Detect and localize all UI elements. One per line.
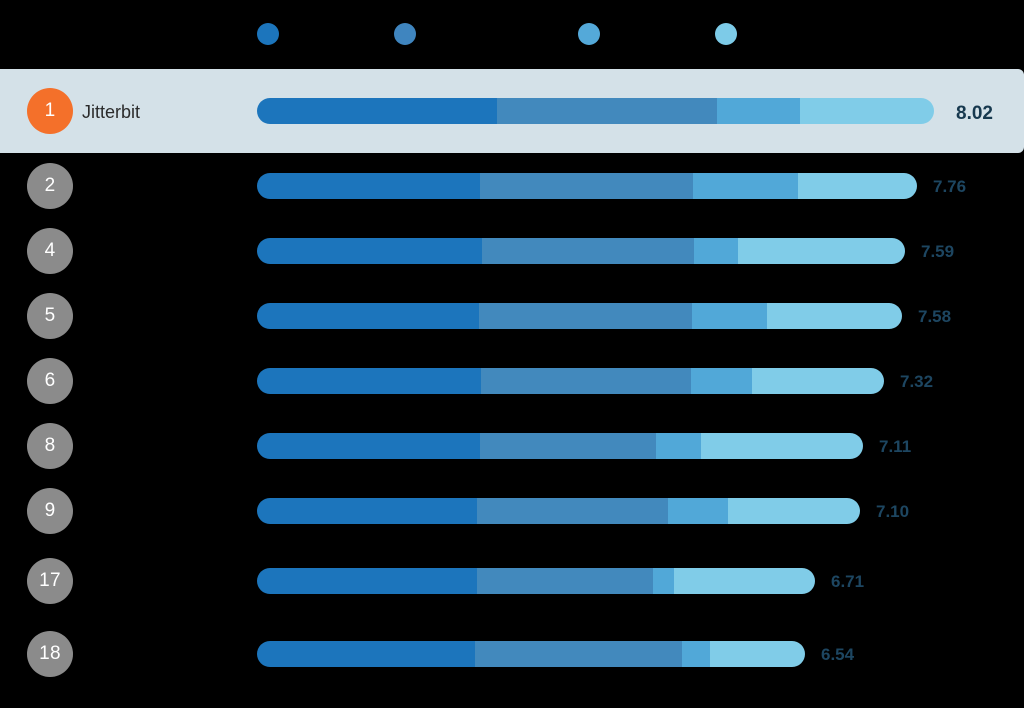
legend — [0, 0, 1024, 69]
bar-segment-1 — [257, 238, 482, 264]
bar-segment-3 — [717, 98, 800, 124]
stacked-bar[interactable] — [257, 173, 917, 199]
bar-segment-4 — [728, 498, 860, 524]
bar-segment-4 — [752, 368, 884, 394]
bar-segment-4 — [701, 433, 863, 459]
vendor-name: Jitterbit — [82, 102, 141, 122]
bar-value-label: 7.10 — [876, 502, 910, 521]
bar-segment-2 — [480, 173, 693, 199]
bar-segment-4 — [767, 303, 902, 329]
bar-segment-1 — [257, 433, 480, 459]
legend-dot-2[interactable] — [394, 23, 416, 45]
stacked-bar[interactable] — [257, 98, 934, 124]
bar-segment-2 — [481, 368, 691, 394]
bar-segment-3 — [694, 238, 738, 264]
bar-segment-4 — [674, 568, 815, 594]
chart-row[interactable]: 5 7.58 — [0, 285, 1024, 350]
bar-segment-2 — [477, 568, 653, 594]
bar-segment-4 — [800, 98, 934, 124]
bar-segment-3 — [668, 498, 728, 524]
bar-segment-4 — [710, 641, 805, 667]
bar-segment-2 — [482, 238, 694, 264]
bar-value-label: 7.59 — [921, 242, 955, 261]
bar-value-label: 7.11 — [879, 437, 912, 456]
bar-segment-2 — [475, 641, 682, 667]
chart-row[interactable]: 17 6.71 — [0, 550, 1024, 615]
stacked-bar[interactable] — [257, 433, 863, 459]
bar-segment-1 — [257, 173, 480, 199]
rank-badge: 8 — [27, 423, 73, 469]
chart-row[interactable]: 9 7.10 — [0, 480, 1024, 545]
bar-segment-1 — [257, 568, 477, 594]
rank-badge: 1 — [27, 88, 73, 134]
rank-badge: 6 — [27, 358, 73, 404]
stacked-bar[interactable] — [257, 368, 884, 394]
bar-segment-1 — [257, 368, 481, 394]
legend-dot-1[interactable] — [257, 23, 279, 45]
bar-segment-3 — [653, 568, 674, 594]
stacked-bar[interactable] — [257, 568, 815, 594]
chart-row[interactable]: 6 7.32 — [0, 350, 1024, 415]
bar-segment-2 — [477, 498, 668, 524]
legend-dot-3[interactable] — [578, 23, 600, 45]
bar-value-label: 8.02 — [956, 103, 993, 124]
bar-segment-3 — [693, 173, 798, 199]
bar-value-label: 7.58 — [918, 307, 952, 326]
rank-badge: 2 — [27, 163, 73, 209]
bar-segment-1 — [257, 498, 477, 524]
rank-badge: 9 — [27, 488, 73, 534]
legend-dot-4[interactable] — [715, 23, 737, 45]
bar-value-label: 7.76 — [933, 177, 967, 196]
chart-row[interactable]: 2 7.76 — [0, 155, 1024, 220]
stacked-bar[interactable] — [257, 303, 902, 329]
stacked-bar[interactable] — [257, 238, 905, 264]
chart-row[interactable]: 4 7.59 — [0, 220, 1024, 285]
bar-segment-1 — [257, 641, 475, 667]
bar-segment-3 — [656, 433, 701, 459]
bar-segment-4 — [798, 173, 917, 199]
bar-segment-2 — [497, 98, 717, 124]
bar-value-label: 6.54 — [821, 645, 855, 664]
bar-value-label: 7.32 — [900, 372, 934, 391]
bar-segment-2 — [479, 303, 692, 329]
bar-segment-1 — [257, 303, 479, 329]
rank-badge: 4 — [27, 228, 73, 274]
chart-row[interactable]: 1 Jitterbit 8.02 — [0, 69, 1024, 153]
chart-row[interactable]: 18 6.54 — [0, 623, 1024, 688]
bar-segment-3 — [682, 641, 710, 667]
rank-badge: 17 — [27, 558, 73, 604]
bar-value-label: 6.71 — [831, 572, 865, 591]
stacked-bar[interactable] — [257, 498, 860, 524]
bar-segment-2 — [480, 433, 656, 459]
bar-segment-3 — [691, 368, 752, 394]
bar-segment-3 — [692, 303, 767, 329]
rank-badge: 18 — [27, 631, 73, 677]
stacked-bar[interactable] — [257, 641, 805, 667]
bar-segment-4 — [738, 238, 905, 264]
rank-badge: 5 — [27, 293, 73, 339]
chart-row[interactable]: 8 7.11 — [0, 415, 1024, 480]
bar-segment-1 — [257, 98, 497, 124]
